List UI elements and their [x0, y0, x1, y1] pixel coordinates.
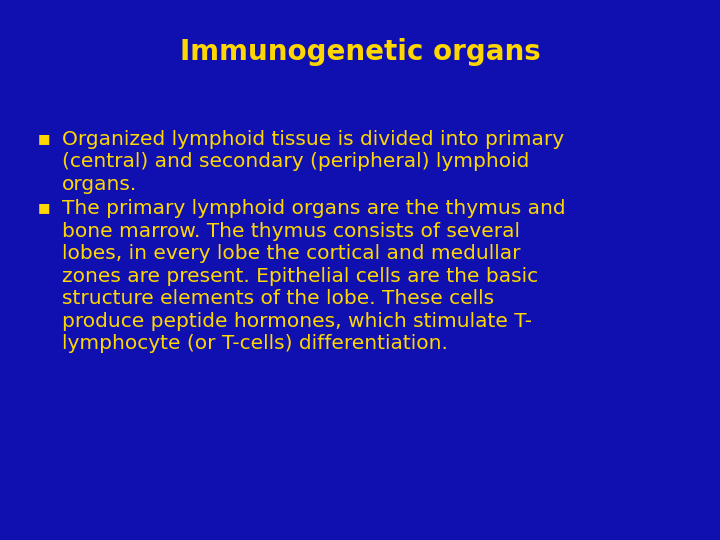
- Text: Immunogenetic organs: Immunogenetic organs: [179, 38, 541, 66]
- Text: ■: ■: [38, 132, 50, 145]
- Text: lobes, in every lobe the cortical and medullar: lobes, in every lobe the cortical and me…: [62, 245, 521, 264]
- Text: Organized lymphoid tissue is divided into primary: Organized lymphoid tissue is divided int…: [62, 130, 564, 149]
- Text: (central) and secondary (peripheral) lymphoid: (central) and secondary (peripheral) lym…: [62, 152, 529, 172]
- Text: produce peptide hormones, which stimulate T-: produce peptide hormones, which stimulat…: [62, 312, 532, 331]
- Text: The primary lymphoid organs are the thymus and: The primary lymphoid organs are the thym…: [62, 199, 566, 218]
- Text: structure elements of the lobe. These cells: structure elements of the lobe. These ce…: [62, 289, 494, 308]
- Text: organs.: organs.: [62, 175, 138, 194]
- Text: zones are present. Epithelial cells are the basic: zones are present. Epithelial cells are …: [62, 267, 538, 286]
- Text: lymphocyte (or T-cells) differentiation.: lymphocyte (or T-cells) differentiation.: [62, 334, 448, 353]
- Text: bone marrow. The thymus consists of several: bone marrow. The thymus consists of seve…: [62, 222, 520, 241]
- Text: ■: ■: [38, 201, 50, 214]
